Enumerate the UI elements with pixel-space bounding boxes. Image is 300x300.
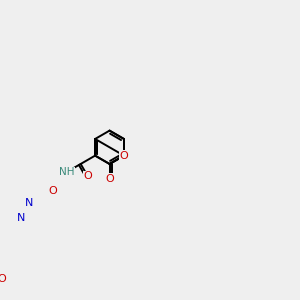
Text: N: N: [16, 213, 25, 223]
Text: O: O: [49, 186, 57, 196]
Text: O: O: [105, 174, 114, 184]
Text: O: O: [0, 274, 6, 284]
Text: N: N: [25, 198, 33, 208]
Text: O: O: [83, 171, 92, 181]
Text: O: O: [120, 151, 128, 160]
Text: NH: NH: [58, 167, 74, 177]
